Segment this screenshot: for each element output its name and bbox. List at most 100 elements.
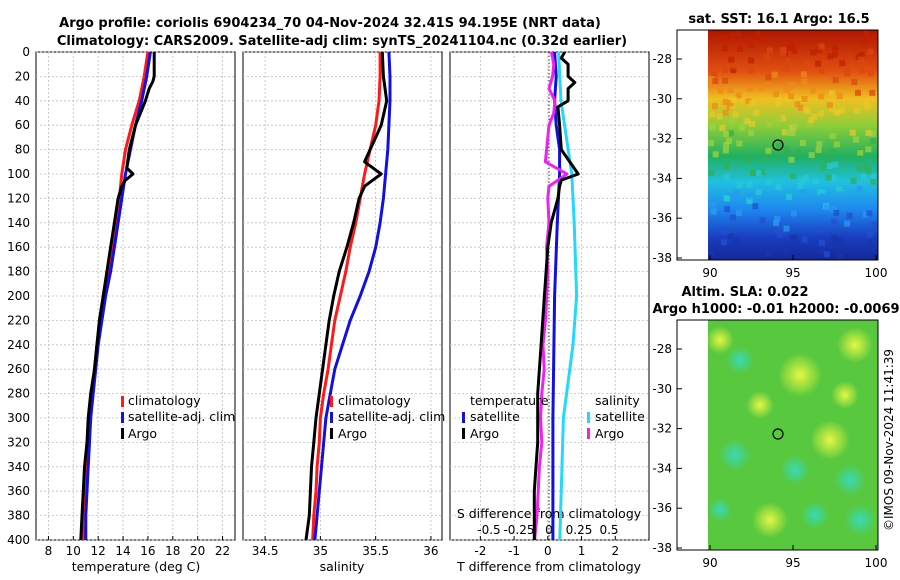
sst-cell — [866, 239, 873, 246]
lat-tick-label: -32 — [652, 132, 672, 146]
salinity-legend: climatology satellite-adj. clim Argo — [330, 393, 445, 441]
sst-cell — [766, 178, 773, 185]
sst-cell — [870, 173, 877, 180]
x-tick-label: 12 — [91, 544, 106, 558]
x-tick-label: 10 — [66, 544, 81, 558]
legend-s-argo: Argo — [595, 426, 624, 441]
sst-cell — [835, 186, 842, 193]
sst-cell — [860, 37, 867, 44]
depth-tick: 180 — [7, 265, 30, 279]
x-tick-label: 0 — [544, 544, 552, 558]
series-line-climatology — [311, 52, 382, 540]
sst-cell — [759, 217, 766, 224]
legend-salinity-title: salinity — [595, 393, 640, 408]
lon-tick-label: 100 — [865, 266, 888, 280]
sst-cell — [816, 141, 823, 147]
sst-cell — [717, 88, 724, 94]
sst-cell — [800, 71, 807, 78]
sst-cell — [856, 186, 863, 193]
sst-cell — [837, 236, 844, 243]
sst-cell — [763, 53, 770, 60]
sst-cell — [786, 193, 792, 200]
sst-cell — [859, 67, 865, 74]
sst-cell — [784, 58, 791, 65]
sst-cell — [788, 82, 795, 88]
sst-cell — [746, 197, 753, 204]
sst-cell — [736, 140, 743, 147]
sst-cell — [736, 182, 743, 189]
lat-tick-label: -36 — [652, 501, 672, 515]
x-tick-label: 22 — [215, 544, 230, 558]
sst-cell — [820, 164, 827, 171]
figure-title-line1: Argo profile: coriolis 6904234_70 04-Nov… — [59, 16, 601, 31]
salinity-tick-labels: 34.5 35 35.5 36 — [252, 536, 439, 558]
sst-map-title: sat. SST: 16.1 Argo: 16.5 — [688, 12, 869, 27]
legend-satellite: satellite-adj. clim — [338, 409, 445, 424]
sst-cell — [818, 93, 825, 100]
sst-cell — [783, 146, 790, 153]
salinity-xlabel: salinity — [320, 559, 365, 574]
sst-cell — [867, 48, 874, 55]
sst-cell — [871, 33, 878, 40]
series-line-satellite-adj-clim — [313, 52, 392, 540]
sst-cell — [801, 96, 808, 102]
lat-tick-label: -30 — [652, 382, 672, 396]
legend-climatology: climatology — [128, 393, 201, 408]
sst-cell — [758, 84, 765, 91]
x-tick-label: 8 — [45, 544, 53, 558]
sst-cell — [785, 243, 791, 250]
sst-cell — [815, 60, 822, 67]
sst-cell — [775, 116, 782, 123]
legend-swatch-satellite — [330, 412, 333, 423]
series-line-s-argo — [533, 52, 569, 540]
sst-cell — [709, 124, 716, 131]
sst-cell — [829, 133, 836, 140]
sst-cell — [719, 124, 726, 131]
sst-cell — [709, 200, 716, 207]
lon-tick-label: 90 — [702, 266, 717, 280]
legend-swatch-s-argo — [587, 428, 590, 439]
series-line-argo — [304, 52, 389, 540]
sst-cell — [828, 90, 835, 97]
sst-cell — [825, 174, 832, 181]
figure-title-line2: Climatology: CARS2009. Satellite-adj cli… — [57, 34, 627, 49]
x-tick-label: -1 — [508, 544, 520, 558]
sst-cell — [808, 152, 815, 159]
legend-t-satellite: satellite — [470, 409, 520, 424]
sst-cell — [766, 121, 773, 128]
s-difference-label: S difference from climatology — [457, 506, 642, 521]
sst-cell — [721, 239, 728, 246]
x-tick-label: 34.5 — [252, 544, 279, 558]
legend-swatch-t-satellite — [462, 412, 465, 423]
s-diff-tick-label: -0.25 — [503, 523, 534, 537]
lat-tick-label: -34 — [652, 171, 672, 185]
sst-cell — [824, 204, 831, 211]
sst-cell — [823, 251, 830, 258]
sst-cell — [712, 151, 719, 158]
sst-cell — [727, 100, 734, 107]
sst-cell — [728, 194, 735, 201]
sst-cell — [788, 156, 795, 163]
depth-tick: 320 — [7, 435, 30, 449]
sst-cell — [870, 138, 877, 144]
sst-cell — [762, 36, 769, 43]
sst-cell — [728, 56, 735, 63]
sst-cell — [709, 111, 716, 118]
depth-tick: 300 — [7, 411, 30, 425]
sst-cell — [831, 206, 838, 213]
sst-cell — [780, 47, 787, 54]
sst-cell — [735, 209, 742, 216]
sst-cell — [863, 164, 870, 171]
sst-texture — [708, 30, 878, 260]
sst-cell — [870, 178, 877, 185]
lat-tick-label: -38 — [652, 541, 672, 555]
sla-map-ticks: -28 -30 -32 -34 -36 -38 90 95 100 — [652, 342, 887, 570]
sst-cell — [732, 111, 739, 118]
sst-cell — [748, 130, 754, 137]
sst-cell — [775, 183, 782, 190]
sst-cell — [753, 109, 760, 116]
lat-tick-label: -28 — [652, 342, 672, 356]
sst-cell — [831, 238, 838, 245]
sst-cell — [794, 101, 801, 108]
sla-blob — [831, 381, 859, 409]
